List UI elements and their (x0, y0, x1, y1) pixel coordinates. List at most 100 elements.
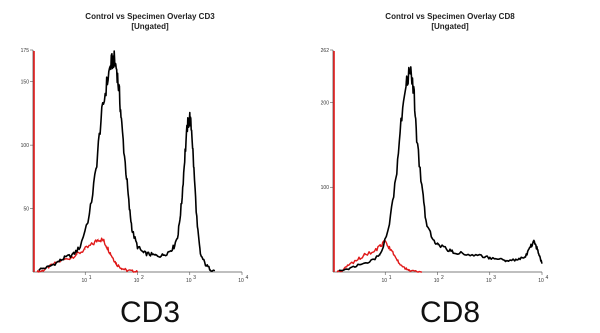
histogram-series (36, 237, 139, 273)
x-tick-exponent: 3 (193, 275, 196, 281)
histogram-series (38, 50, 216, 272)
data-point (373, 251, 375, 253)
data-point (369, 261, 370, 263)
data-point (129, 208, 130, 210)
data-point (36, 271, 38, 273)
y-tick-label: 175 (21, 48, 30, 54)
data-point (473, 254, 475, 256)
chart-subtitle: [Ungated] (431, 22, 469, 31)
data-point (106, 246, 108, 248)
data-point (125, 170, 127, 171)
data-point (484, 256, 486, 258)
data-point (357, 264, 359, 266)
data-point (200, 253, 201, 255)
data-point (121, 267, 123, 269)
data-point (113, 258, 115, 260)
x-tick-exponent: 4 (246, 275, 249, 281)
data-point (409, 68, 411, 69)
data-point (541, 263, 543, 264)
y-tick-label: 262 (321, 48, 330, 54)
data-point (400, 123, 402, 125)
cd8-panel: Control vs Specimen Overlay CD8 [Ungated… (300, 0, 600, 333)
data-point (116, 68, 118, 70)
data-point (437, 244, 438, 246)
x-tick-label: 10 (81, 278, 87, 284)
data-point (539, 256, 540, 258)
data-point (498, 258, 500, 260)
x-tick-exponent: 1 (89, 275, 92, 281)
data-point (109, 252, 111, 254)
data-point (125, 269, 127, 271)
data-point (143, 252, 144, 254)
data-point (105, 87, 107, 89)
cd3-panel: Control vs Specimen Overlay CD3 [Ungated… (21, 12, 249, 329)
data-point (113, 58, 115, 60)
x-tick-exponent: 1 (389, 275, 392, 281)
data-point (109, 66, 111, 67)
data-point (421, 271, 423, 273)
data-point (413, 89, 415, 91)
x-tick-exponent: 2 (141, 275, 144, 281)
x-tick-label: 10 (186, 278, 192, 284)
data-point (446, 248, 448, 250)
data-point (505, 259, 506, 261)
data-point (525, 254, 527, 256)
data-point (520, 258, 522, 259)
data-point (406, 269, 408, 270)
data-point (184, 157, 186, 159)
data-point (119, 94, 120, 95)
data-point (214, 270, 216, 272)
y-tick-label: 100 (321, 185, 330, 191)
x-tick-label: 10 (381, 278, 387, 284)
data-point (132, 231, 133, 232)
data-point (462, 253, 463, 254)
data-point (149, 253, 150, 255)
data-point (416, 271, 418, 272)
data-point (489, 257, 491, 258)
data-point (379, 246, 381, 248)
data-point (155, 255, 156, 256)
x-axis-label: CD8 (419, 296, 480, 329)
data-point (191, 132, 193, 133)
data-point (89, 214, 90, 216)
data-point (394, 254, 395, 256)
data-point (348, 268, 350, 269)
histogram-series (336, 239, 422, 273)
data-point (92, 243, 94, 245)
data-point (57, 261, 59, 263)
data-point (162, 255, 163, 256)
data-point (533, 241, 535, 243)
data-point (395, 178, 397, 180)
data-point (69, 257, 70, 259)
data-point (205, 264, 206, 265)
data-point (425, 220, 427, 222)
x-tick-label: 10 (434, 278, 440, 284)
data-point (187, 125, 188, 127)
data-point (452, 251, 454, 253)
data-point (173, 246, 175, 248)
chart-title: Control vs Specimen Overlay CD8 (385, 12, 515, 21)
data-point (357, 258, 359, 260)
data-point (338, 269, 340, 271)
data-point (398, 261, 399, 263)
data-point (137, 271, 138, 273)
data-point (405, 81, 407, 82)
data-point (79, 246, 81, 248)
data-point (348, 264, 350, 266)
data-point (168, 251, 170, 253)
data-point (530, 246, 531, 248)
data-point (189, 116, 191, 118)
x-tick-label: 10 (134, 278, 140, 284)
data-point (84, 248, 86, 250)
data-point (336, 271, 338, 273)
y-tick-label: 150 (21, 80, 30, 86)
data-point (364, 254, 365, 256)
data-point (389, 225, 390, 226)
x-tick-label: 10 (486, 278, 492, 284)
data-point (432, 237, 433, 239)
data-point (132, 271, 133, 272)
data-point (416, 136, 418, 137)
data-point (514, 259, 516, 261)
